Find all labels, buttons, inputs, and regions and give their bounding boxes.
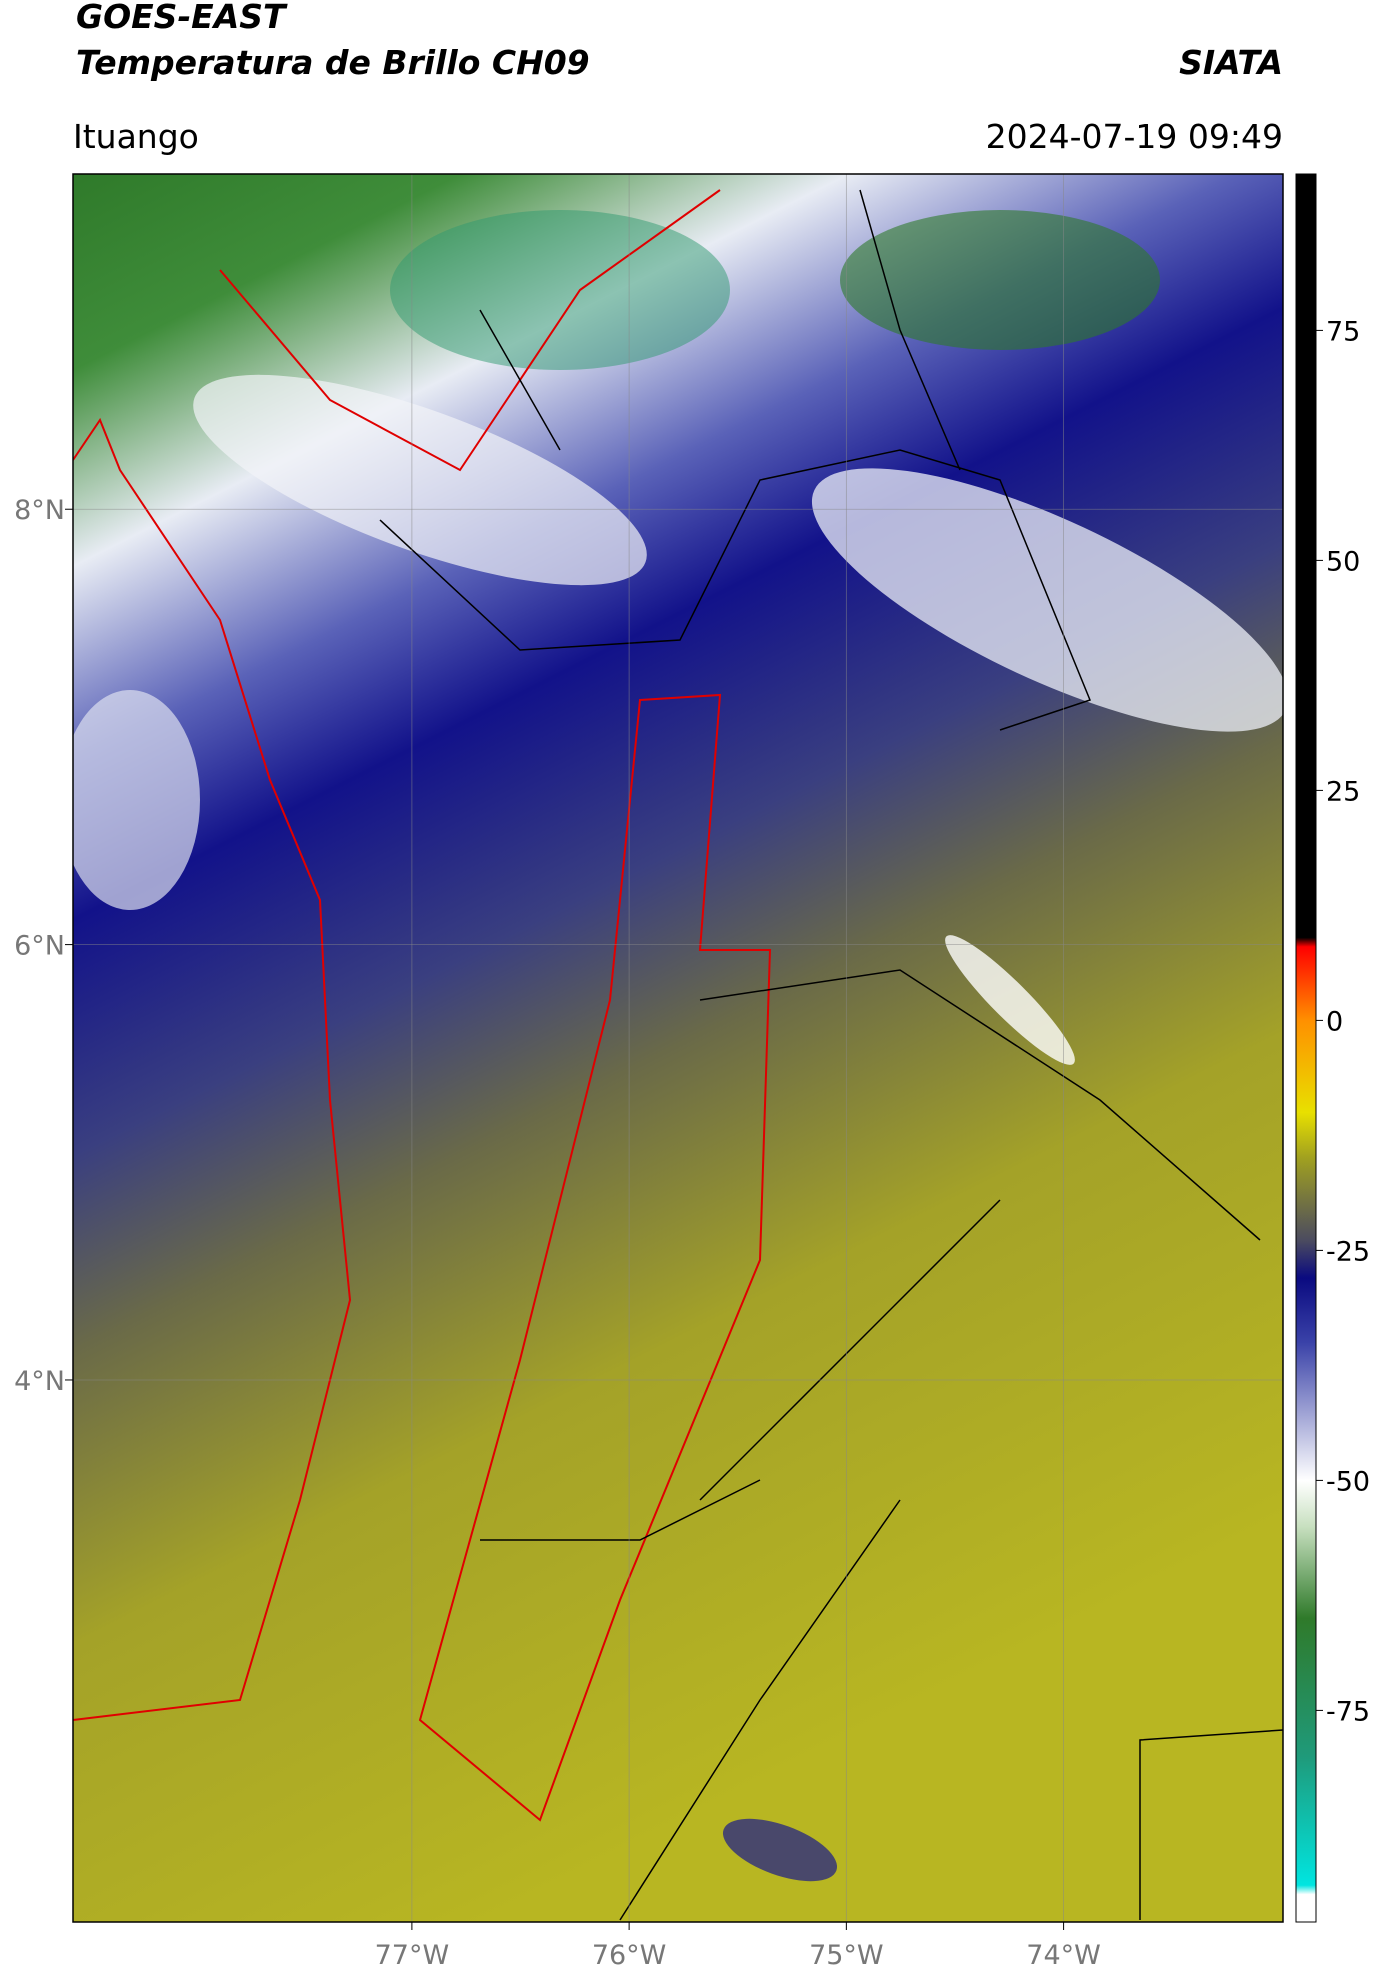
- cloud: [945, 935, 1075, 1065]
- product: Temperatura de Brillo CH09: [76, 43, 590, 82]
- colorbar-tick-label: 50: [1326, 546, 1360, 577]
- colorbar-tick-label: -25: [1326, 1236, 1370, 1267]
- colorbar-tick-label: 0: [1326, 1006, 1343, 1037]
- location: Ituango: [73, 117, 199, 156]
- grid: [73, 174, 1283, 1922]
- colorbar-tick-label: 75: [1326, 316, 1360, 347]
- map-frame: [72, 173, 1284, 1923]
- lat-tick-label: 8°N: [14, 495, 65, 526]
- cloud: [73, 690, 200, 910]
- cloud: [193, 374, 647, 586]
- coastline: [73, 417, 352, 1721]
- datetime: 2024-07-19 09:49: [986, 117, 1283, 156]
- cloud: [722, 1818, 838, 1882]
- admin-borders: [379, 189, 1283, 1921]
- cloud: [811, 468, 1283, 732]
- region-outline: [418, 693, 772, 1822]
- map-field: [73, 174, 1283, 1922]
- lon-tick-label: 75°W: [809, 1940, 884, 1971]
- lon-tick-label: 74°W: [1026, 1940, 1101, 1971]
- cloud: [840, 210, 1160, 350]
- colorbar-tick-label: -50: [1326, 1466, 1370, 1497]
- agency: SIATA: [1179, 43, 1283, 82]
- lon-tick-label: 76°W: [592, 1940, 667, 1971]
- colorbar-tick-label: -75: [1326, 1696, 1370, 1727]
- colorbar: [1295, 173, 1317, 1923]
- colorbar-tick-label: 25: [1326, 776, 1360, 807]
- lat-tick-label: 4°N: [14, 1366, 65, 1397]
- lat-tick-label: 6°N: [14, 931, 65, 962]
- satellite: GOES-EAST: [76, 0, 288, 36]
- cloud: [390, 210, 730, 370]
- lon-tick-label: 77°W: [375, 1940, 450, 1971]
- border: [219, 189, 721, 472]
